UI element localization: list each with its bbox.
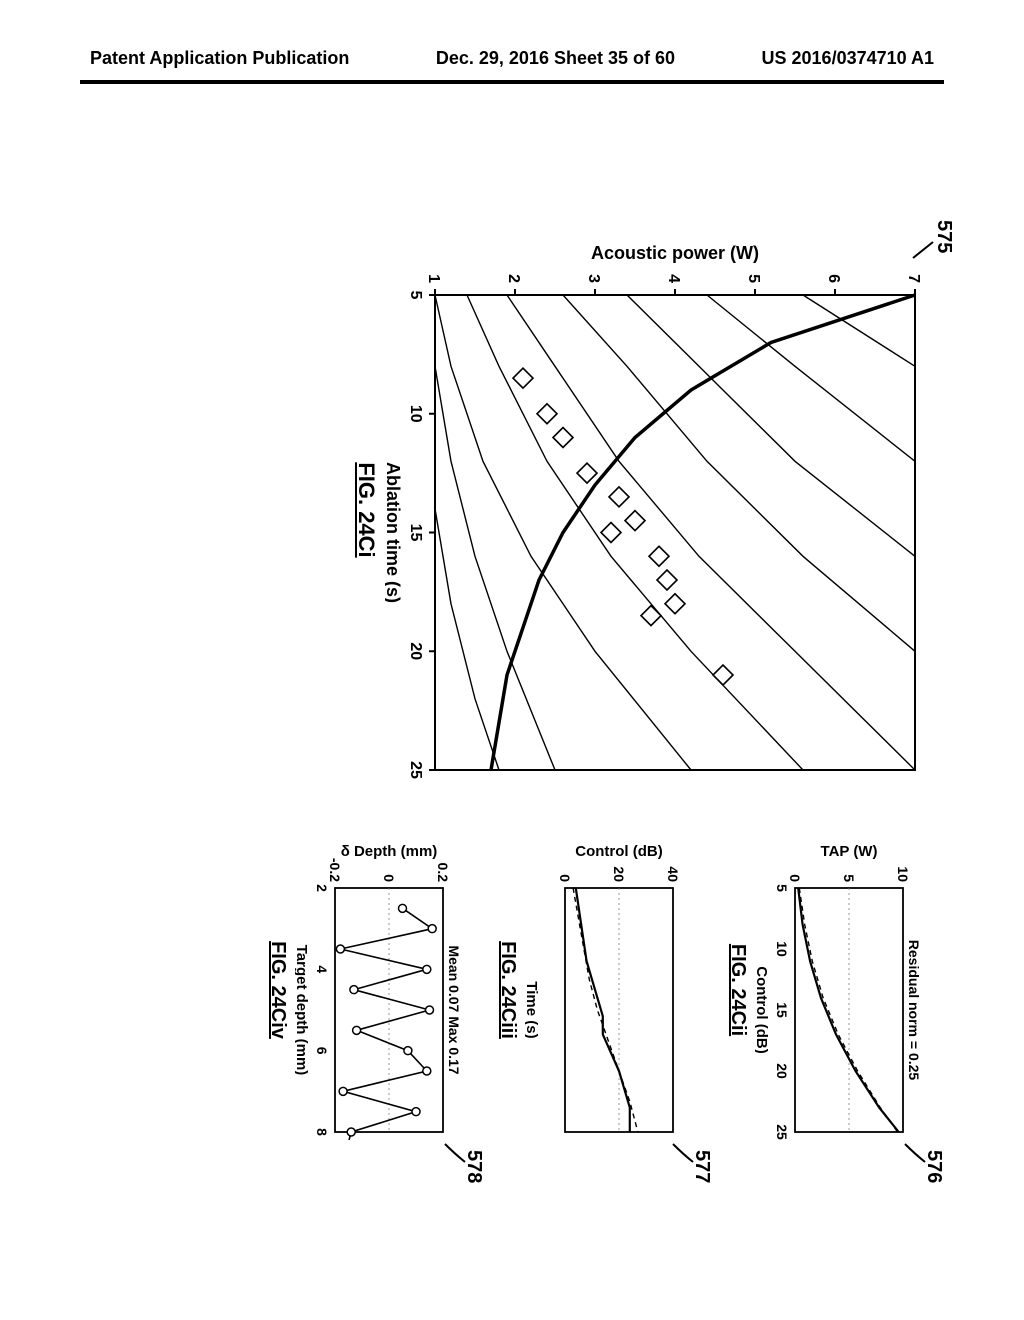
svg-text:Mean 0.07 Max 0.17: Mean 0.07 Max 0.17 <box>446 945 462 1074</box>
svg-text:10: 10 <box>407 405 424 423</box>
svg-text:0: 0 <box>381 874 397 882</box>
header-right: US 2016/0374710 A1 <box>762 48 934 69</box>
panel-24civ: Mean 0.07 Max 0.17 2 4 6 8 -0.2 0 0.2 Target dep… <box>295 840 465 1140</box>
leader-576 <box>897 1138 927 1168</box>
svg-text:0.2: 0.2 <box>435 863 451 883</box>
svg-text:4: 4 <box>314 965 330 973</box>
svg-text:15: 15 <box>774 1002 790 1018</box>
figlabel-24ci: FIG. 24Ci <box>353 240 379 780</box>
figlabel-24ciii: FIG. 24Ciii <box>496 840 519 1140</box>
svg-text:20: 20 <box>774 1063 790 1079</box>
svg-text:0: 0 <box>557 874 573 882</box>
figlabel-24civ: FIG. 24Civ <box>266 840 289 1140</box>
svg-text:Time (s): Time (s) <box>525 981 540 1038</box>
refnum-575: 575 <box>932 220 955 253</box>
panel-24cii: Residual norm = 0.25 5 10 15 20 25 0 5 10 Control… <box>755 840 925 1140</box>
header-row: Patent Application Publication Dec. 29, … <box>0 48 1024 69</box>
leader-578 <box>437 1138 467 1168</box>
svg-text:5: 5 <box>841 874 857 882</box>
svg-text:3: 3 <box>585 274 602 283</box>
svg-text:2: 2 <box>314 884 330 892</box>
svg-text:1: 1 <box>425 274 442 283</box>
panel-24ciii: 02040Time (s)Control (dB) FIG. 24Ciii <box>525 840 695 1140</box>
panel-24ci: 5 10 15 20 25 1 2 3 4 5 6 7 Ablation time (s) Acousti… <box>385 240 925 780</box>
svg-text:-0.2: -0.2 <box>327 858 343 882</box>
svg-text:25: 25 <box>407 761 424 779</box>
svg-text:6: 6 <box>825 274 842 283</box>
svg-text:δ Depth (mm): δ Depth (mm) <box>341 843 438 860</box>
chart-24cii: Residual norm = 0.25 5 10 15 20 25 0 5 10 Control… <box>755 840 925 1140</box>
svg-text:5: 5 <box>774 884 790 892</box>
svg-text:7: 7 <box>905 274 922 283</box>
svg-text:5: 5 <box>745 274 762 283</box>
svg-text:25: 25 <box>774 1124 790 1140</box>
svg-text:Target depth (mm): Target depth (mm) <box>295 945 310 1076</box>
svg-text:5: 5 <box>407 291 424 300</box>
svg-text:Control (dB): Control (dB) <box>755 966 770 1053</box>
svg-text:0: 0 <box>787 874 803 882</box>
chart-24ci: 5 10 15 20 25 1 2 3 4 5 6 7 Ablation time (s) Acousti… <box>385 240 925 780</box>
svg-text:15: 15 <box>407 524 424 542</box>
svg-text:10: 10 <box>774 941 790 957</box>
patent-page: Patent Application Publication Dec. 29, … <box>0 0 1024 1320</box>
svg-text:40: 40 <box>665 866 681 882</box>
figure-content: 575 576 577 578 580 579 5101520251234567… <box>15 250 1015 1110</box>
chart-24civ: Mean 0.07 Max 0.17 2 4 6 8 -0.2 0 0.2 Target dep… <box>295 840 465 1140</box>
svg-text:2: 2 <box>505 274 522 283</box>
svg-text:Residual norm = 0.25: Residual norm = 0.25 <box>906 940 922 1081</box>
svg-text:8: 8 <box>314 1128 330 1136</box>
svg-text:6: 6 <box>314 1047 330 1055</box>
svg-text:4: 4 <box>665 274 682 283</box>
svg-text:Control (dB): Control (dB) <box>575 843 662 860</box>
figure-landscape: 575 576 577 578 580 579 5101520251234567… <box>85 180 945 1180</box>
svg-text:20: 20 <box>611 866 627 882</box>
svg-text:20: 20 <box>407 642 424 660</box>
header-left: Patent Application Publication <box>90 48 349 69</box>
svg-text:Acoustic power (W): Acoustic power (W) <box>591 243 759 263</box>
leader-577 <box>665 1138 695 1168</box>
header-rule <box>80 80 944 84</box>
svg-text:TAP (W): TAP (W) <box>821 843 878 860</box>
svg-text:10: 10 <box>895 866 911 882</box>
header-center: Dec. 29, 2016 Sheet 35 of 60 <box>436 48 675 69</box>
svg-text:Ablation time (s): Ablation time (s) <box>385 462 403 603</box>
figlabel-24cii: FIG. 24Cii <box>726 840 749 1140</box>
chart-24ciii: 0 20 40 Time (s) Control (dB) <box>525 840 695 1140</box>
